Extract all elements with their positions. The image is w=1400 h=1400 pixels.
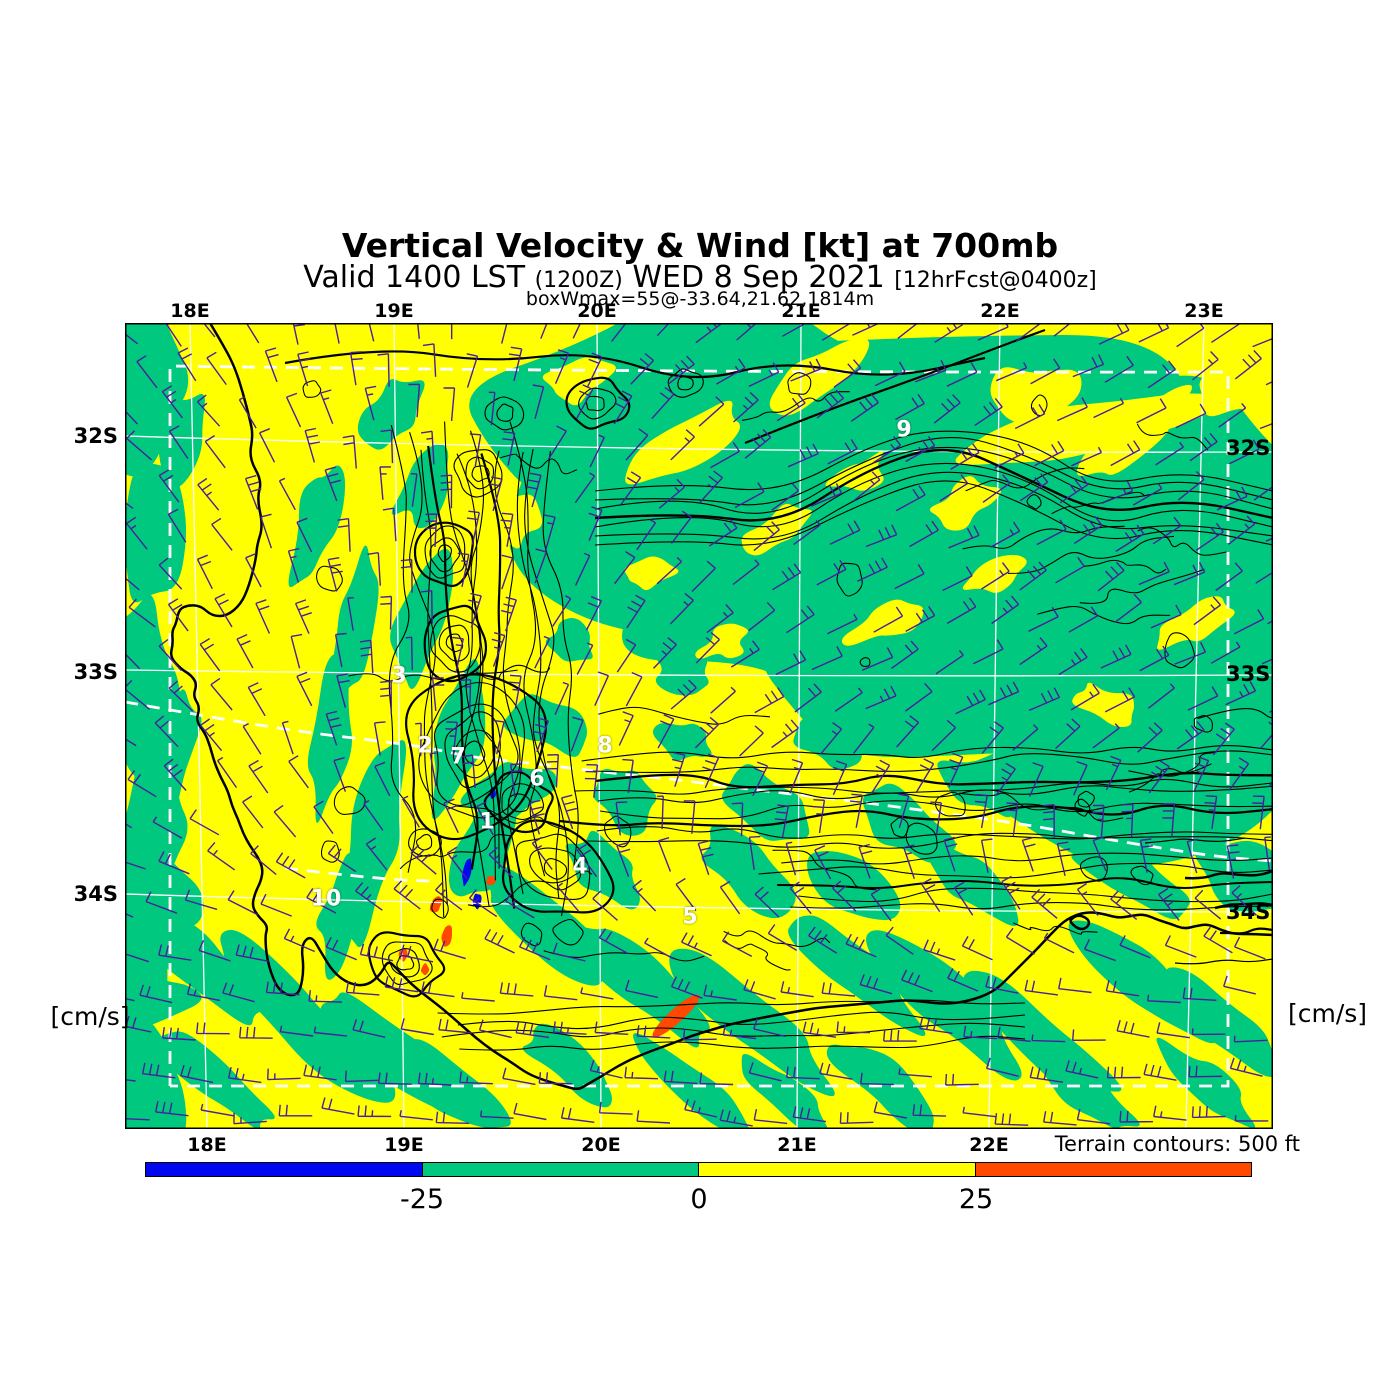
- axis-tick-bottom-19E: 19E: [384, 1134, 424, 1156]
- map-value-label-7: 7: [450, 744, 466, 770]
- colorbar-tick--25: -25: [399, 1184, 445, 1215]
- axis-tick-top-18E: 18E: [170, 300, 210, 322]
- forecast-lead: [12hrFcst@0400z]: [894, 268, 1097, 293]
- axis-tick-left-32S: 32S: [73, 424, 118, 448]
- axis-tick-right-32S: 32S: [1226, 436, 1271, 460]
- axis-tick-left-33S: 33S: [73, 660, 118, 684]
- map-value-label-9: 9: [896, 417, 912, 443]
- axis-tick-bottom-20E: 20E: [581, 1134, 621, 1156]
- axis-tick-top-22E: 22E: [980, 300, 1020, 322]
- units-label-right: [cm/s]: [1288, 999, 1368, 1028]
- map-value-label-1: 1: [479, 809, 495, 835]
- page-title: Vertical Velocity & Wind [kt] at 700mb: [341, 226, 1059, 265]
- valid-time-line: Valid 1400 LST (1200Z) WED 8 Sep 2021 [1…: [0, 260, 1400, 295]
- axis-tick-top-19E: 19E: [374, 300, 414, 322]
- colorbar-segment-3: [698, 1163, 975, 1176]
- axis-tick-bottom-18E: 18E: [187, 1134, 227, 1156]
- map-value-label-5: 5: [682, 904, 698, 930]
- axis-tick-right-33S: 33S: [1226, 662, 1271, 686]
- map-value-label-2: 2: [417, 733, 433, 759]
- colorbar-segment-4: [974, 1163, 1251, 1176]
- axis-tick-left-34S: 34S: [73, 882, 118, 906]
- map-value-label-8: 8: [597, 733, 613, 759]
- axis-tick-right-34S: 34S: [1226, 900, 1271, 924]
- map-value-label-6: 6: [529, 766, 545, 792]
- map-value-label-10: 10: [310, 886, 342, 912]
- map-value-label-4: 4: [572, 854, 588, 880]
- axis-tick-bottom-21E: 21E: [777, 1134, 817, 1156]
- colorbar-segment-1: [146, 1163, 422, 1176]
- units-label-left: [cm/s]: [50, 1002, 130, 1031]
- valid-time: Valid 1400 LST: [303, 260, 526, 295]
- colorbar-segment-2: [421, 1163, 698, 1176]
- axis-tick-top-21E: 21E: [781, 300, 821, 322]
- map-value-label-3: 3: [391, 663, 407, 689]
- valid-time-utc: (1200Z): [534, 268, 623, 293]
- vertical-velocity-map: [125, 323, 1273, 1129]
- colorbar-tick-25: 25: [958, 1184, 994, 1215]
- colorbar-tick-0: 0: [690, 1184, 708, 1215]
- valid-date: WED 8 Sep 2021: [632, 260, 885, 295]
- terrain-contours-note: Terrain contours: 500 ft: [1054, 1132, 1300, 1156]
- axis-tick-top-23E: 23E: [1184, 300, 1224, 322]
- velocity-colorbar: [145, 1162, 1252, 1177]
- wmax-info-line: boxWmax=55@-33.64,21.62,1814m: [525, 288, 875, 310]
- axis-tick-bottom-22E: 22E: [969, 1134, 1009, 1156]
- map-canvas: [125, 323, 1273, 1129]
- axis-tick-top-20E: 20E: [577, 300, 617, 322]
